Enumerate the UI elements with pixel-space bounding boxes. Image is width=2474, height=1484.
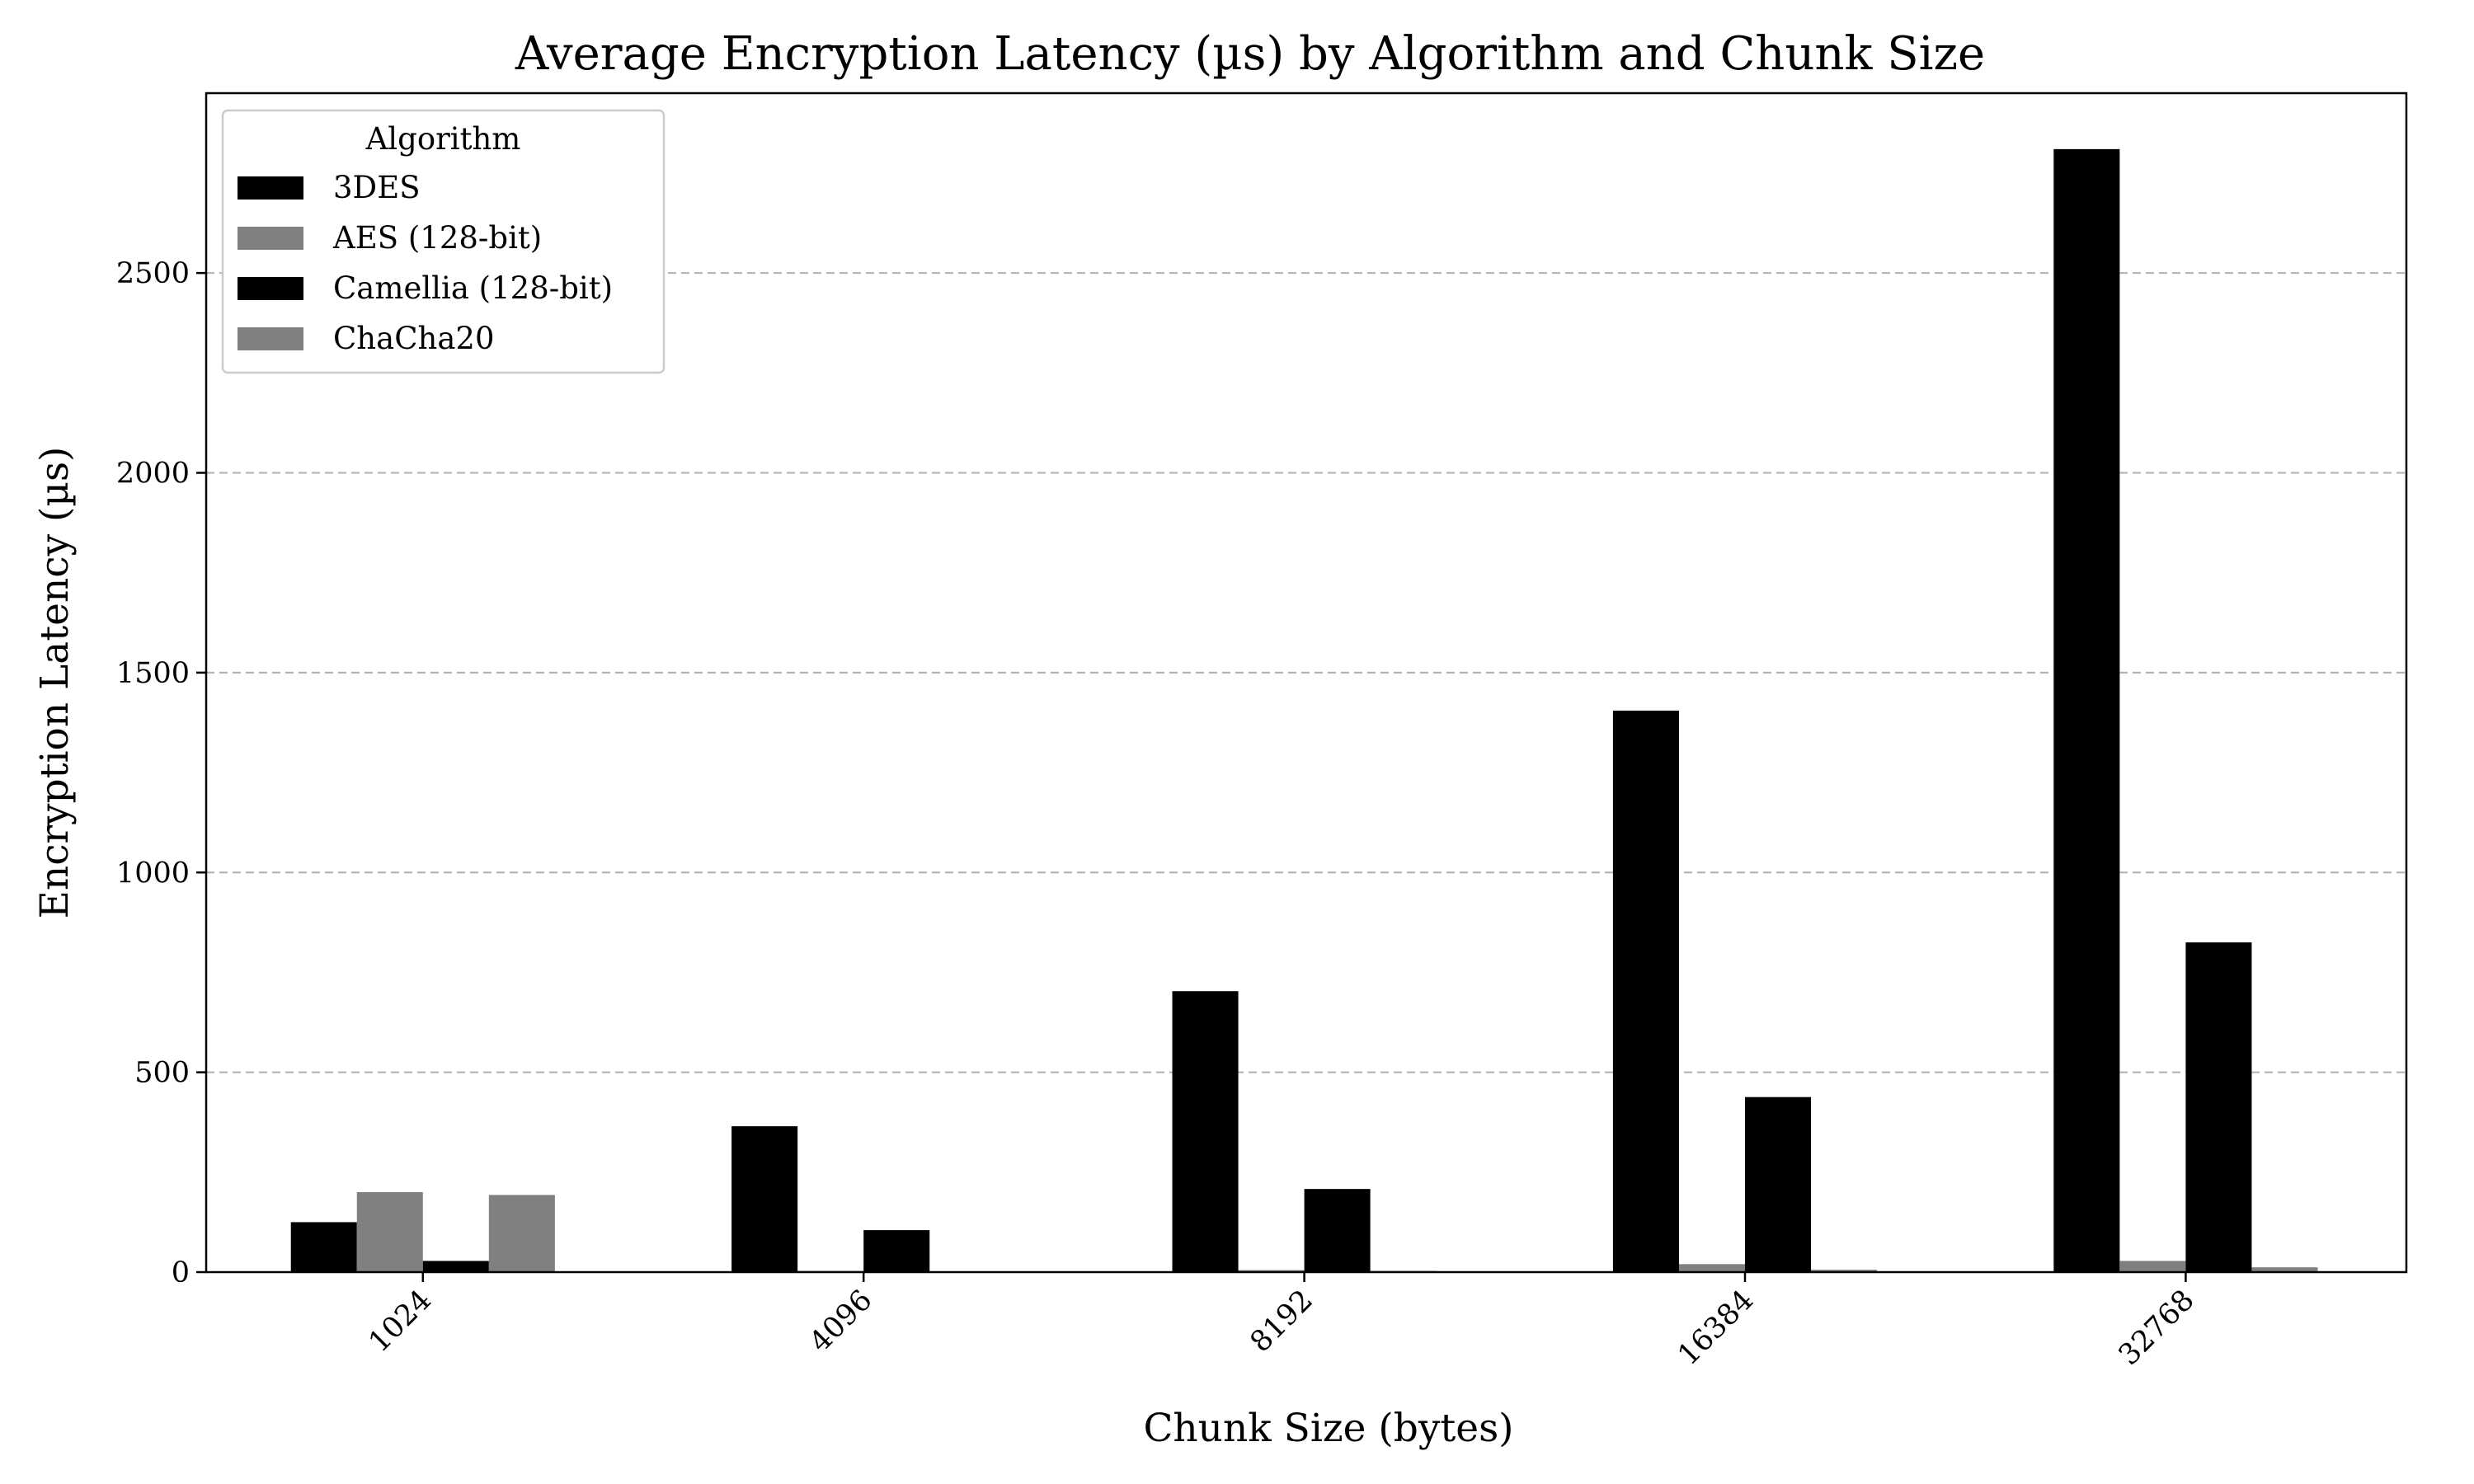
x-axis-ticks: 1024 4096 8192 16384 32768 bbox=[363, 1272, 2201, 1372]
bar-chacha20-16384 bbox=[1811, 1270, 1878, 1272]
legend-title: Algorithm bbox=[365, 121, 521, 157]
legend-swatch bbox=[238, 327, 303, 350]
legend-label: 3DES bbox=[333, 170, 421, 205]
bar-camellia-128-bit-32768 bbox=[2185, 942, 2252, 1272]
bar-chacha20-1024 bbox=[488, 1195, 555, 1272]
legend-label: AES (128-bit) bbox=[332, 220, 542, 256]
legend-swatch bbox=[238, 227, 303, 250]
y-axis-title: Encryption Latency (µs) bbox=[32, 447, 78, 919]
y-axis-ticks: 0 500 1000 1500 2000 2500 bbox=[116, 257, 206, 1289]
x-tick-label: 32768 bbox=[2113, 1284, 2201, 1372]
bar-camellia-128-bit-4096 bbox=[863, 1230, 930, 1272]
bar-3des-8192 bbox=[1172, 991, 1239, 1272]
bar-aes-128-bit-1024 bbox=[356, 1192, 423, 1272]
legend: Algorithm 3DES AES (128-bit) Camellia (128… bbox=[221, 109, 666, 374]
grid-lines bbox=[206, 272, 2406, 1073]
bar-aes-128-bit-32768 bbox=[2119, 1261, 2186, 1272]
x-tick-label: 1024 bbox=[363, 1284, 438, 1359]
plot-frame bbox=[205, 92, 2408, 1274]
y-tick-label: 0 bbox=[172, 1256, 190, 1289]
x-tick-label: 8192 bbox=[1244, 1284, 1319, 1359]
bar-aes-128-bit-16384 bbox=[1678, 1264, 1745, 1272]
bar-chacha20-32768 bbox=[2251, 1267, 2318, 1272]
y-tick-label: 2500 bbox=[116, 257, 190, 290]
bar-3des-1024 bbox=[290, 1222, 357, 1272]
bar-3des-4096 bbox=[731, 1126, 798, 1272]
y-tick-label: 500 bbox=[134, 1057, 190, 1090]
bar-camellia-128-bit-1024 bbox=[422, 1261, 489, 1272]
bar-camellia-128-bit-16384 bbox=[1744, 1097, 1812, 1272]
chart-title: Average Encryption Latency (µs) by Algor… bbox=[515, 27, 1985, 81]
legend-label: ChaCha20 bbox=[333, 321, 494, 356]
x-axis-title: Chunk Size (bytes) bbox=[1143, 1406, 1513, 1451]
y-tick-label: 2000 bbox=[116, 458, 190, 491]
bar-3des-32768 bbox=[2053, 148, 2120, 1273]
legend-box bbox=[221, 109, 666, 374]
legend-swatch bbox=[238, 176, 303, 200]
legend-items: 3DES AES (128-bit) Camellia (128-bit) ChaCh… bbox=[238, 170, 613, 356]
bars bbox=[290, 148, 2318, 1273]
legend-swatch bbox=[238, 277, 303, 300]
legend-label: Camellia (128-bit) bbox=[333, 270, 613, 306]
bar-3des-16384 bbox=[1612, 710, 1679, 1272]
x-tick-label: 16384 bbox=[1672, 1284, 1760, 1372]
y-tick-label: 1500 bbox=[116, 657, 190, 690]
x-tick-label: 4096 bbox=[803, 1284, 878, 1359]
bar-camellia-128-bit-8192 bbox=[1304, 1189, 1371, 1272]
y-tick-label: 1000 bbox=[116, 857, 190, 890]
